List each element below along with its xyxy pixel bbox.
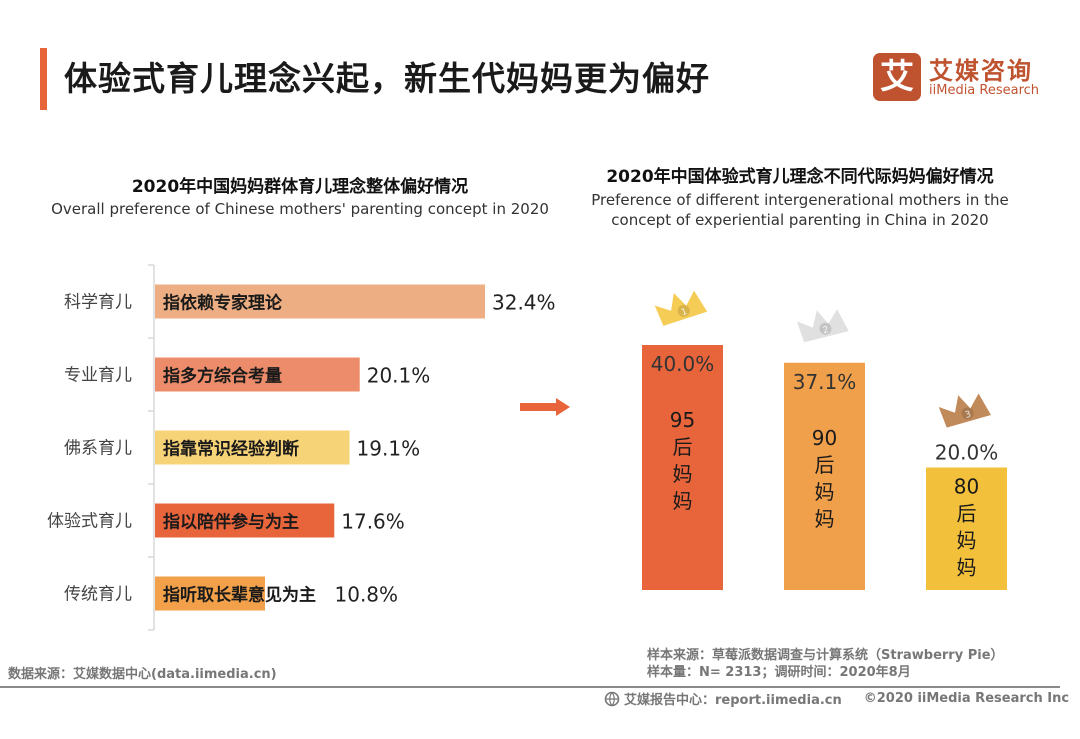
data-label: 40.0% — [651, 352, 715, 376]
silver-crown-icon: 2 — [796, 309, 849, 343]
category-label: 妈 — [957, 529, 977, 553]
category-label: 后 — [957, 502, 977, 526]
bar-description: 指靠常识经验判断 — [163, 439, 299, 460]
category-label: 后 — [815, 453, 835, 477]
sample-info: 样本来源：草莓派数据调查与计算系统（Strawberry Pie） 样本量：N=… — [647, 647, 1004, 681]
data-label: 20.1% — [367, 364, 431, 388]
left-chart-title-en: Overall preference of Chinese mothers' p… — [51, 200, 549, 218]
data-label: 10.8% — [335, 583, 399, 607]
bar-description: 指依赖专家理论 — [163, 293, 283, 314]
footer-divider — [0, 686, 1060, 688]
data-source: 数据来源：艾媒数据中心(data.iimedia.cn) — [8, 667, 277, 682]
bar-description: 指以陪伴参与为主 — [163, 512, 299, 533]
crown-rank-number: 3 — [964, 410, 972, 421]
page-title: 体验式育儿理念兴起，新生代妈妈更为偏好 — [64, 59, 710, 98]
bar — [155, 357, 360, 392]
category-label: 妈 — [815, 507, 835, 531]
category-label: 妈 — [673, 462, 693, 486]
logo-icon: 艾 — [873, 53, 921, 101]
gold-crown-icon: 1 — [654, 290, 708, 326]
data-label: 37.1% — [793, 370, 857, 394]
category-label: 妈 — [673, 489, 693, 513]
crown-rank-badge — [961, 407, 974, 420]
logo-cn-text: 艾媒咨询 — [929, 57, 1033, 85]
category-label: 佛系育儿 — [64, 439, 132, 459]
right-arrow-icon — [520, 398, 570, 416]
data-label: 17.6% — [341, 510, 405, 534]
logo-en-text: iiMedia Research — [929, 83, 1040, 98]
crown-rank-badge — [819, 322, 832, 335]
category-label: 妈 — [815, 480, 835, 504]
data-label: 20.0% — [935, 441, 999, 465]
crown-rank-badge — [677, 304, 690, 317]
right-chart-title: 2020年中国体验式育儿理念不同代际妈妈偏好情况 Preference of d… — [560, 162, 1040, 230]
crown-rank-number: 2 — [822, 325, 830, 336]
data-label: 32.4% — [492, 291, 556, 315]
globe-icon — [604, 691, 620, 706]
category-label: 传统育儿 — [64, 585, 132, 605]
data-label: 19.1% — [357, 437, 421, 461]
left-chart-title: 2020年中国妈妈群体育儿理念整体偏好情况 Overall preference… — [40, 172, 560, 219]
category-label: 体验式育儿 — [47, 512, 132, 532]
bar-description: 指听取长辈意见为主 — [163, 585, 316, 606]
crown-rank-number: 1 — [680, 307, 689, 318]
category-label: 95 — [670, 408, 695, 432]
iimedia-logo: 艾 艾媒咨询 iiMedia Research — [873, 53, 1053, 101]
title-accent-bar — [40, 48, 47, 110]
bar — [926, 467, 1007, 590]
bronze-crown-icon: 3 — [938, 393, 991, 428]
category-label: 80 — [954, 475, 979, 499]
sample-source: 样本来源：草莓派数据调查与计算系统（Strawberry Pie） — [647, 648, 1004, 663]
copyright: ©2020 iiMedia Research Inc — [863, 691, 1070, 706]
sample-size: 样本量：N= 2313；调研时间：2020年8月 — [647, 665, 911, 680]
bar-description: 指多方综合考量 — [163, 366, 282, 387]
right-chart-title-cn: 2020年中国体验式育儿理念不同代际妈妈偏好情况 — [606, 167, 994, 187]
bar — [155, 430, 350, 465]
bar — [642, 345, 723, 590]
bar — [155, 576, 265, 611]
report-center-link[interactable]: 艾媒报告中心：report.iimedia.cn — [624, 693, 842, 708]
overall-preference-bar-chart: 科学育儿 指依赖专家理论 32.4% 专业育儿 指多方综合考量 20.1% 佛系育儿 指靠常识… — [47, 264, 556, 631]
left-chart-title-cn: 2020年中国妈妈群体育儿理念整体偏好情况 — [131, 177, 469, 197]
category-label: 专业育儿 — [64, 366, 132, 386]
crown-shape — [938, 393, 991, 428]
category-label: 科学育儿 — [64, 293, 132, 313]
bar — [784, 362, 865, 590]
bar — [155, 284, 485, 319]
category-label: 妈 — [957, 556, 977, 580]
footer: 艾媒报告中心：report.iimedia.cn ©2020 iiMedia R… — [604, 689, 1069, 708]
category-label: 后 — [673, 435, 693, 459]
right-chart-title-en: Preference of different intergenerationa… — [591, 191, 1009, 229]
category-label: 90 — [812, 426, 837, 450]
crown-shape — [654, 290, 708, 326]
crown-shape — [796, 309, 849, 343]
bar — [155, 503, 335, 538]
